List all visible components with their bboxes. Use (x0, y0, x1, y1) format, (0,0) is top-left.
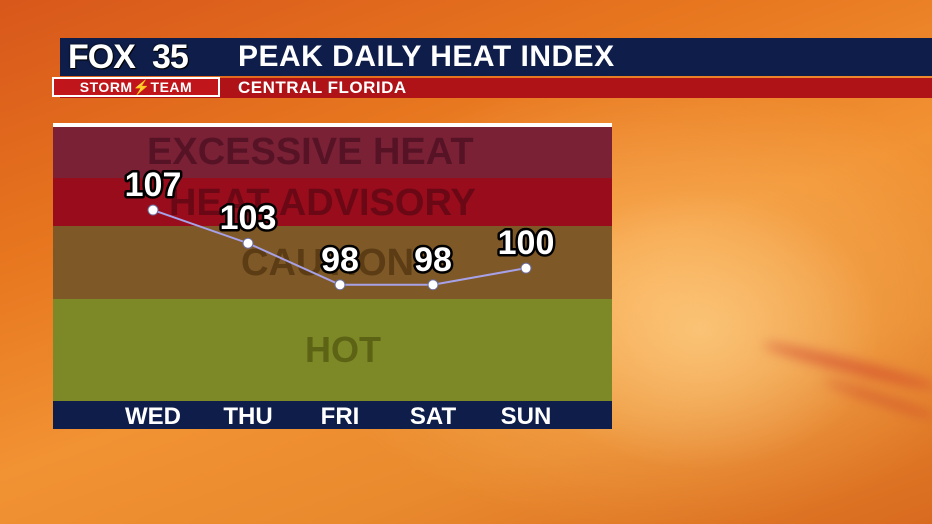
zone-band (53, 178, 612, 226)
header-title-bar (60, 38, 932, 76)
zone-label: EXCESSIVE HEAT (147, 131, 474, 173)
page-subtitle: CENTRAL FLORIDA (238, 78, 407, 97)
day-axis-bar (53, 401, 612, 429)
heat-index-chart: EXCESSIVE HEAT HEAT ADVISORY CAUTION HOT 107… (53, 123, 612, 430)
zone-band (53, 226, 612, 299)
chart-top-border (53, 123, 612, 127)
day-tick-label: FRI (321, 403, 360, 430)
data-value-label: 98 (414, 241, 452, 279)
day-tick-label: SUN (501, 403, 552, 430)
data-point (334, 279, 346, 291)
brand-number: 35 (152, 38, 189, 76)
storm-team-badge: STORM⚡TEAM (52, 77, 220, 97)
data-value-label: 98 (321, 241, 359, 279)
day-tick-label: SAT (410, 403, 457, 430)
header-subtitle-bar (60, 78, 932, 98)
zone-band (53, 299, 612, 401)
page-title: PEAK DAILY HEAT INDEX (238, 40, 615, 73)
data-point (520, 262, 532, 274)
brand-name: FOX (68, 38, 136, 76)
day-tick-label: THU (223, 403, 272, 430)
data-point (427, 279, 439, 291)
zone-band (53, 127, 612, 178)
data-point (147, 204, 159, 216)
zone-label: HOT (305, 329, 381, 370)
day-tick-label: WED (125, 403, 181, 430)
data-value-label: 107 (125, 166, 182, 204)
data-value-label: 100 (498, 224, 555, 262)
data-value-label: 103 (220, 199, 277, 237)
zone-label: CAUTION (241, 242, 414, 284)
data-point (242, 237, 254, 249)
chart-canvas: EXCESSIVE HEAT HEAT ADVISORY CAUTION HOT 107… (53, 123, 612, 430)
zone-label: HEAT ADVISORY (169, 182, 476, 224)
